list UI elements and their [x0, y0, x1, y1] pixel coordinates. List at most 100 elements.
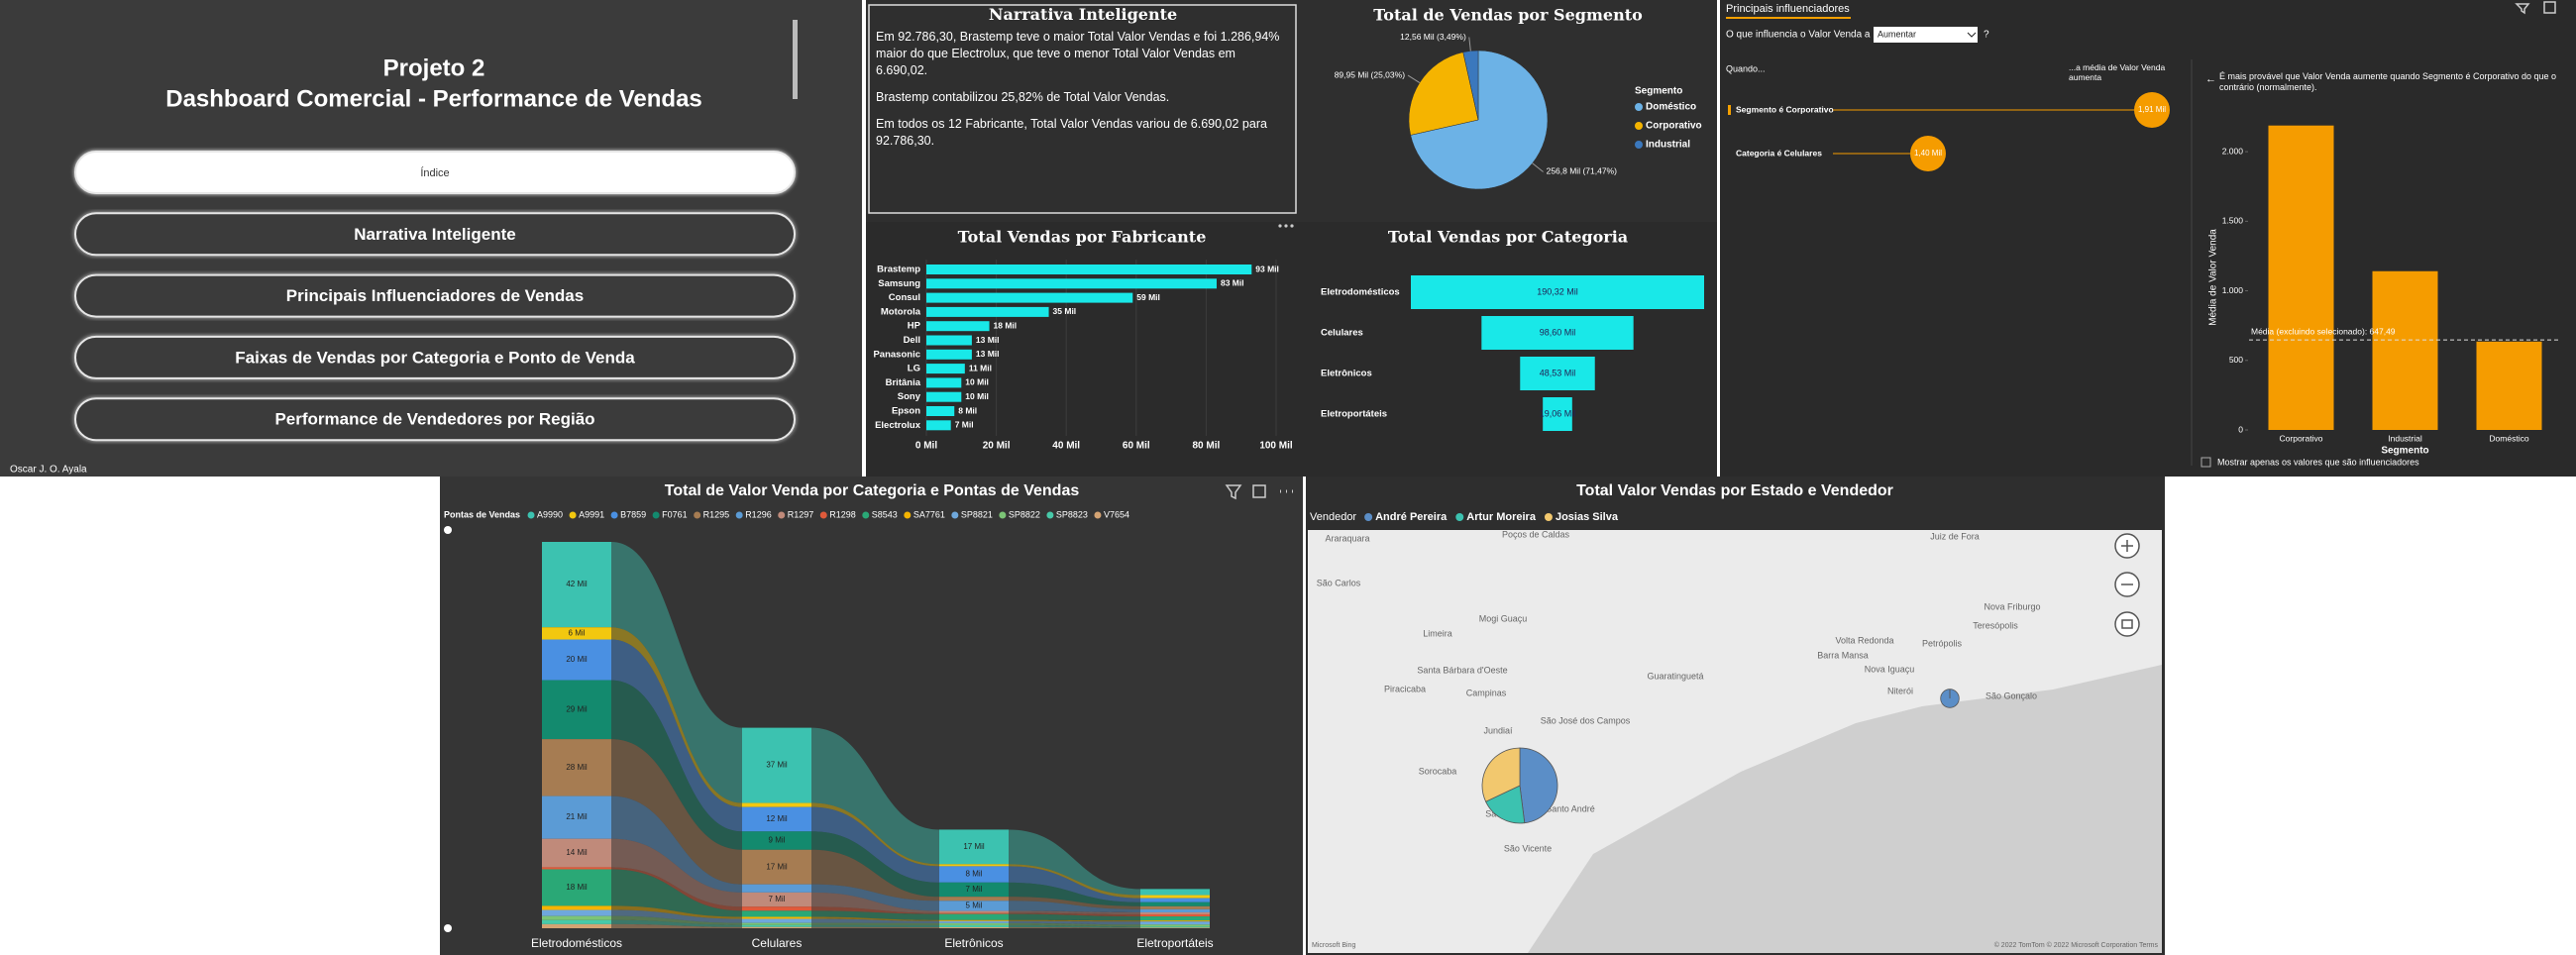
- ribbon-node: [1140, 916, 1210, 921]
- nav-button[interactable]: [74, 151, 796, 194]
- dropdown[interactable]: [1874, 27, 1978, 43]
- ribbon-node: [1140, 926, 1210, 928]
- x-tick-label: 80 Mil: [1193, 441, 1221, 452]
- category-label: Celulares: [1321, 328, 1363, 339]
- checkbox[interactable]: [2200, 457, 2211, 468]
- y-tick-label: Consul: [889, 292, 920, 303]
- nav-button[interactable]: [74, 212, 796, 257]
- map-pie-slice[interactable]: [1485, 785, 1526, 824]
- leader: [1532, 162, 1544, 172]
- data-label: 11 Mil: [969, 363, 992, 372]
- place-label: Barra Mansa: [1817, 650, 1869, 660]
- ribbon-node: [542, 739, 611, 796]
- ribbon: [611, 627, 742, 807]
- nav-button[interactable]: [74, 273, 796, 318]
- provider: Microsoft Bing: [1312, 942, 1355, 949]
- ribbon: [611, 909, 742, 923]
- legend-label: F0761: [662, 509, 688, 519]
- ribbon: [611, 905, 742, 919]
- slider-handle[interactable]: [444, 924, 452, 932]
- legend-label: A9991: [579, 509, 604, 519]
- data-label: 12,56 Mil (3,49%): [1400, 32, 1466, 42]
- ribbon-node: [742, 910, 811, 917]
- ribbon: [611, 639, 742, 832]
- panel: [866, 0, 1298, 222]
- nav-label[interactable]: Faixas de Vendas por Categoria e Ponto d…: [235, 348, 635, 367]
- ribbon: [811, 892, 939, 913]
- ribbon-node: [542, 867, 611, 870]
- nav-button[interactable]: [74, 397, 796, 442]
- data-label: 20 Mil: [566, 655, 588, 664]
- data-label: 9 Mil: [769, 836, 786, 845]
- ribbon: [811, 910, 939, 920]
- y-tick-label: Britânia: [886, 377, 921, 388]
- data-label: 28 Mil: [566, 763, 588, 772]
- ribbon-node: [939, 912, 1009, 914]
- y-tick-label: 0: [2238, 424, 2243, 434]
- ribbon-node: [1140, 895, 1210, 899]
- zoom-controls[interactable]: [2114, 533, 2140, 637]
- ribbon-node: [742, 892, 811, 907]
- legend-marker: [735, 511, 743, 519]
- factor-value: 1,40 Mil: [1914, 149, 1942, 158]
- place-label: Araraquara: [1325, 533, 1369, 543]
- data-label: 18 Mil: [566, 883, 588, 892]
- ribbon-node: [939, 897, 1009, 902]
- ribbon-node: [542, 542, 611, 628]
- data-label: 59 Mil: [1136, 292, 1160, 302]
- legend-label: André Pereira: [1375, 511, 1448, 523]
- place-label: Piracicaba: [1384, 684, 1426, 693]
- data-label: 98,60 Mil: [1540, 327, 1576, 337]
- x-tick-label: Celulares: [752, 936, 803, 950]
- nav-label[interactable]: Principais Influenciadores de Vendas: [286, 286, 584, 305]
- place-label: São Gonçalo: [1986, 690, 2037, 700]
- map-sea: [1528, 665, 2162, 953]
- ribbon-node: [1140, 898, 1210, 902]
- nav-label[interactable]: Performance de Vendedores por Região: [274, 410, 594, 429]
- legend-marker: [694, 511, 701, 519]
- ribbon-node: [742, 802, 811, 807]
- back[interactable]: ←: [2205, 73, 2216, 85]
- map-pie-slice[interactable]: [1519, 747, 1558, 824]
- nav-label[interactable]: Índice: [420, 166, 449, 179]
- data-label: 35 Mil: [1053, 306, 1077, 316]
- data-label: 8 Mil: [958, 405, 977, 415]
- y-tick-label: 2.000: [2222, 146, 2244, 156]
- dropdown-value[interactable]: Aumentar: [1878, 29, 1916, 39]
- ribbon-node: [542, 680, 611, 740]
- slider-handle[interactable]: [444, 526, 452, 534]
- legend-title: Pontas de Vendas: [444, 509, 520, 519]
- legend-marker: [778, 511, 786, 519]
- legend-marker: [1046, 511, 1054, 519]
- legend-marker: [1364, 513, 1373, 521]
- y-tick-label: Panasonic: [873, 349, 920, 360]
- chart-title: Total Vendas por Categoria: [1388, 228, 1628, 247]
- place-label: Guaratinguetá: [1647, 671, 1703, 681]
- data-label: 83 Mil: [1221, 278, 1244, 288]
- help[interactable]: ?: [1984, 30, 1989, 41]
- legend-label: SA7761: [913, 509, 945, 519]
- data-label: 17 Mil: [766, 862, 788, 871]
- ribbon-node: [1140, 889, 1210, 896]
- y-tick-label: HP: [908, 321, 921, 332]
- factor-label: Categoria é Celulares: [1736, 148, 1822, 158]
- ribbon-node: [939, 924, 1009, 927]
- legend-marker: [1455, 513, 1464, 521]
- y-tick-label: Epson: [892, 406, 920, 417]
- map-pie-slice[interactable]: [1481, 747, 1521, 802]
- more-icon[interactable]: [1278, 224, 1294, 228]
- nav-label[interactable]: Narrativa Inteligente: [354, 225, 515, 244]
- ribbon-node: [542, 905, 611, 910]
- toolbar[interactable]: [1225, 1, 2556, 500]
- bar: [926, 420, 951, 431]
- frame: [868, 4, 1297, 214]
- leader: [1407, 74, 1421, 83]
- tab[interactable]: Principais influenciadores: [1726, 3, 1850, 15]
- ribbon: [1009, 913, 1140, 921]
- x-tick-label: 0 Mil: [915, 441, 937, 452]
- y-tick-label: Motorola: [881, 306, 921, 317]
- nav-button[interactable]: [74, 335, 796, 379]
- data-label: 42 Mil: [566, 580, 588, 588]
- place-label: São José dos Campos: [1541, 715, 1631, 725]
